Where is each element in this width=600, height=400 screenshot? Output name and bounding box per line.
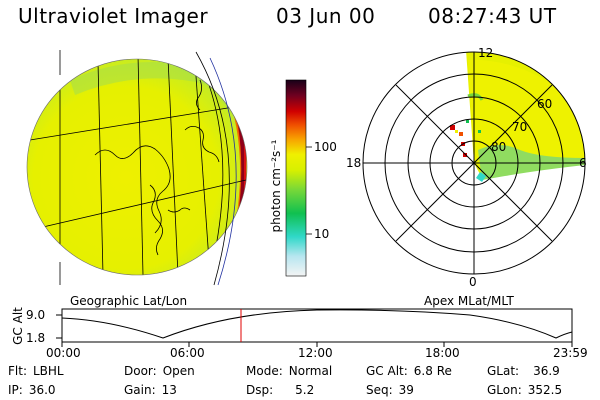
instrument-title: Ultraviolet Imager xyxy=(18,4,209,28)
polar-image xyxy=(362,51,586,275)
mlat-label-80: 80 xyxy=(491,140,507,154)
mlat-label-70: 70 xyxy=(512,120,528,134)
time-tick-0000: 00:00 xyxy=(46,346,81,360)
status-gcalt: GC Alt: 6.8 Re xyxy=(366,364,452,378)
globe-grid-outer xyxy=(59,50,237,286)
image-date: 03 Jun 00 xyxy=(276,4,376,28)
image-time: 08:27:43 UT xyxy=(428,4,557,28)
polar-caption: Apex MLat/MLT xyxy=(424,294,514,308)
altitude-ylabel: GC Alt xyxy=(11,307,25,345)
mlt-label-0: 0 xyxy=(469,275,477,289)
time-tick-2359: 23:59 xyxy=(553,346,588,360)
colorbar xyxy=(285,79,312,277)
colorbar-unit-label: photon cm⁻²s⁻¹ xyxy=(269,139,283,233)
status-glat: GLat: 36.9 xyxy=(487,364,560,378)
status-mode: Mode: Normal xyxy=(246,364,333,378)
status-ip: IP: 36.0 xyxy=(8,383,56,397)
status-seq: Seq: 39 xyxy=(366,383,414,397)
status-flt: Flt: LBHL xyxy=(8,364,64,378)
colorbar-tick-100: 100 xyxy=(314,140,337,154)
globe-caption: Geographic Lat/Lon xyxy=(70,294,188,308)
globe-image xyxy=(26,58,248,276)
mlt-label-6: 6 xyxy=(579,156,587,170)
altitude-plot xyxy=(56,308,573,347)
mlat-label-60: 60 xyxy=(537,97,553,111)
altitude-ymax: 9.0 xyxy=(26,308,46,322)
time-tick-1200: 12:00 xyxy=(298,346,333,360)
time-tick-0600: 06:00 xyxy=(170,346,205,360)
mlt-label-18: 18 xyxy=(346,156,362,170)
colorbar-tick-10: 10 xyxy=(314,227,330,241)
mlt-label-12: 12 xyxy=(478,46,494,60)
time-tick-1800: 18:00 xyxy=(425,346,460,360)
status-door: Door: Open xyxy=(124,364,195,378)
status-dsp: Dsp: 5.2 xyxy=(246,383,315,397)
altitude-ymin: 1.8 xyxy=(26,331,46,345)
status-glon: GLon: 352.5 xyxy=(487,383,563,397)
status-gain: Gain: 13 xyxy=(124,383,177,397)
